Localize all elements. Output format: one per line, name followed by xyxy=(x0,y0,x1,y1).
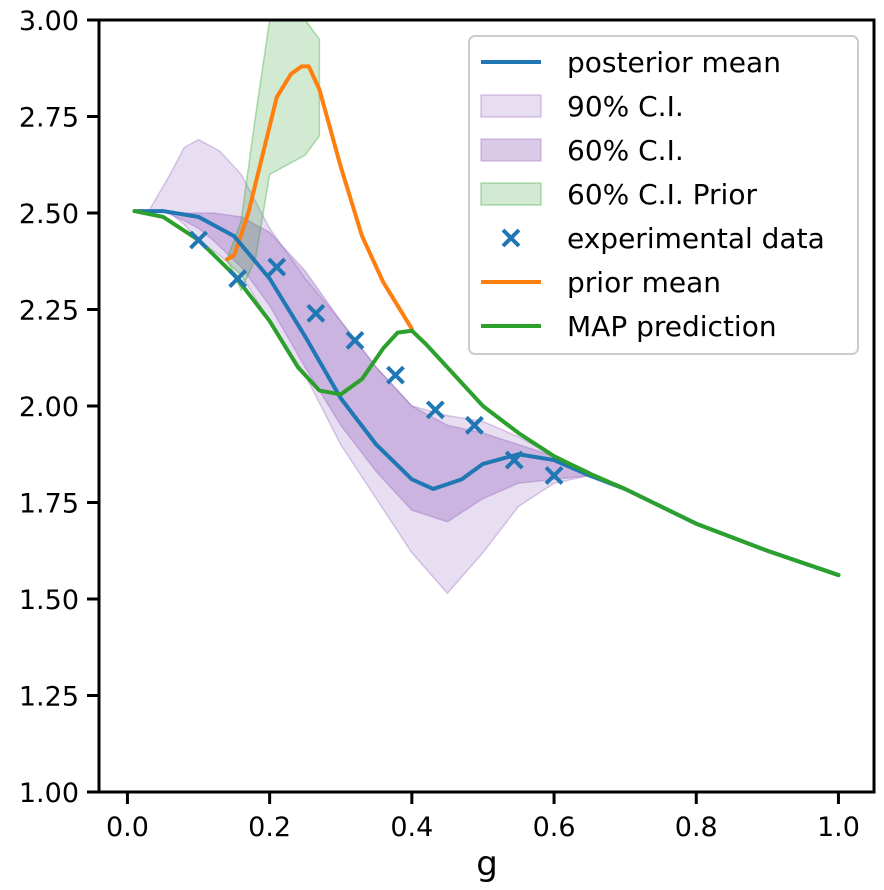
legend-label: MAP prediction xyxy=(567,310,777,343)
y-tick-label: 1.75 xyxy=(19,489,79,520)
data-point xyxy=(345,330,365,350)
legend-item: MAP prediction xyxy=(481,310,777,343)
x-tick-label: 0.0 xyxy=(106,812,149,843)
legend-label: 60% C.I. xyxy=(567,134,684,167)
legend-item: experimental data xyxy=(501,222,825,255)
data-point xyxy=(386,365,405,385)
x-tick-label: 0.6 xyxy=(533,812,576,843)
data-point xyxy=(228,269,248,289)
legend-item: 90% C.I. xyxy=(480,90,684,123)
data-point xyxy=(425,400,445,420)
legend-label: posterior mean xyxy=(567,46,781,79)
x-tick-label: 0.2 xyxy=(248,812,291,843)
series-lines xyxy=(132,64,841,578)
x-axis-label: g xyxy=(476,844,498,884)
line-map-prediction xyxy=(132,209,841,578)
legend-swatch xyxy=(480,138,542,162)
legend-label: 90% C.I. xyxy=(567,90,684,123)
y-tick-label: 1.25 xyxy=(19,682,79,713)
y-tick-label: 2.25 xyxy=(19,296,79,327)
data-point xyxy=(306,303,326,323)
line-prior-mean xyxy=(224,64,414,331)
legend-box xyxy=(468,35,859,355)
x-tick-label: 1.0 xyxy=(817,812,860,843)
legend-item: 60% C.I. Prior xyxy=(480,178,757,211)
legend-item: 60% C.I. xyxy=(480,134,684,167)
y-tick-label: 1.00 xyxy=(19,778,79,809)
x-tick-label: 0.4 xyxy=(390,812,433,843)
y-tick-label: 1.50 xyxy=(19,585,79,616)
data-point xyxy=(464,415,484,435)
legend-swatch xyxy=(480,94,542,118)
data-point xyxy=(189,230,208,250)
legend-label: 60% C.I. Prior xyxy=(567,178,757,211)
legend-label: experimental data xyxy=(567,222,825,255)
legend-item: prior mean xyxy=(481,266,721,299)
data-point xyxy=(267,257,287,277)
y-tick-label: 2.75 xyxy=(19,103,79,134)
y-tick-label: 2.00 xyxy=(19,392,79,423)
legend-swatch xyxy=(501,228,521,248)
legend-item: posterior mean xyxy=(481,46,781,79)
data-point xyxy=(504,450,524,470)
legend: posterior mean 90% C.I. 60% C.I. 60% C.I. P… xyxy=(468,35,859,355)
x-tick-label: 0.8 xyxy=(675,812,718,843)
y-tick-label: 3.00 xyxy=(19,6,79,37)
y-tick-label: 2.50 xyxy=(19,199,79,230)
data-markers xyxy=(189,230,564,485)
legend-label: prior mean xyxy=(567,266,721,299)
axes: 0.0 0.2 0.4 0.6 0.8 1.0 1.00 1.25 1.50 1.75 2.00 2.… xyxy=(19,6,876,843)
legend-swatch xyxy=(480,182,542,206)
data-point xyxy=(544,466,564,485)
